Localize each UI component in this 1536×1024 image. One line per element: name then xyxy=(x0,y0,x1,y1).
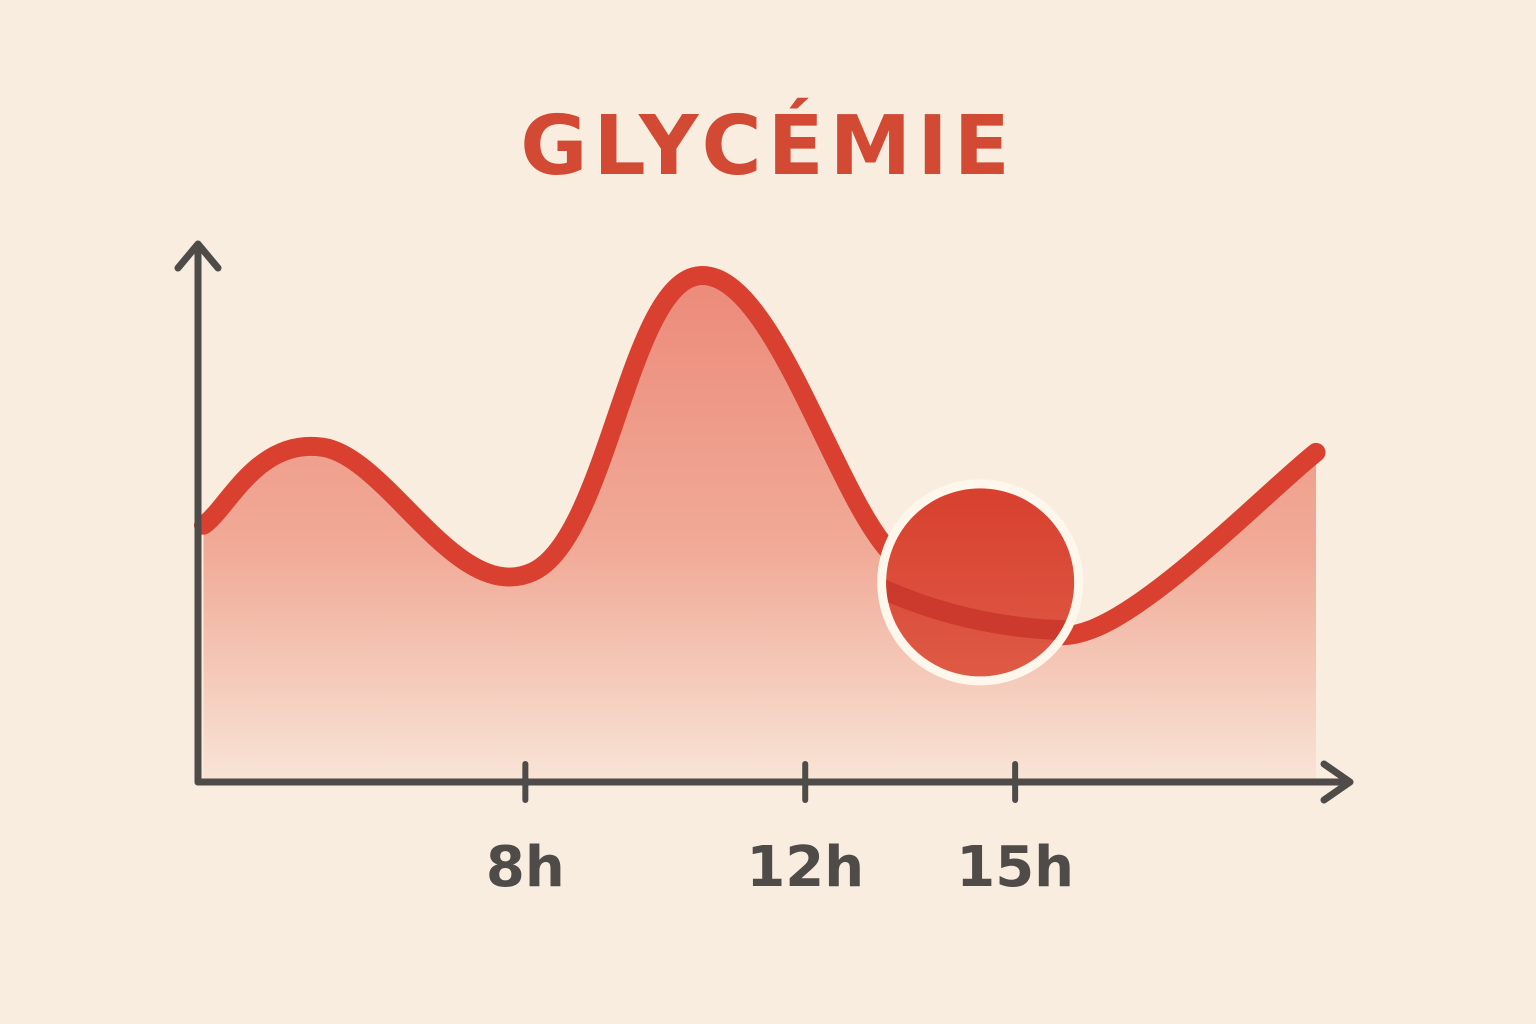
y-axis xyxy=(174,240,222,786)
chart-title: GLYCÉMIE xyxy=(520,99,1016,194)
x-axis xyxy=(194,760,1354,804)
highlight-point xyxy=(886,488,1075,677)
x-tick-label: 8h xyxy=(486,835,565,900)
x-tick-label: 15h xyxy=(956,835,1074,900)
x-tick-label: 12h xyxy=(746,835,864,900)
series-line xyxy=(194,266,1326,646)
area-fill xyxy=(203,275,1316,780)
